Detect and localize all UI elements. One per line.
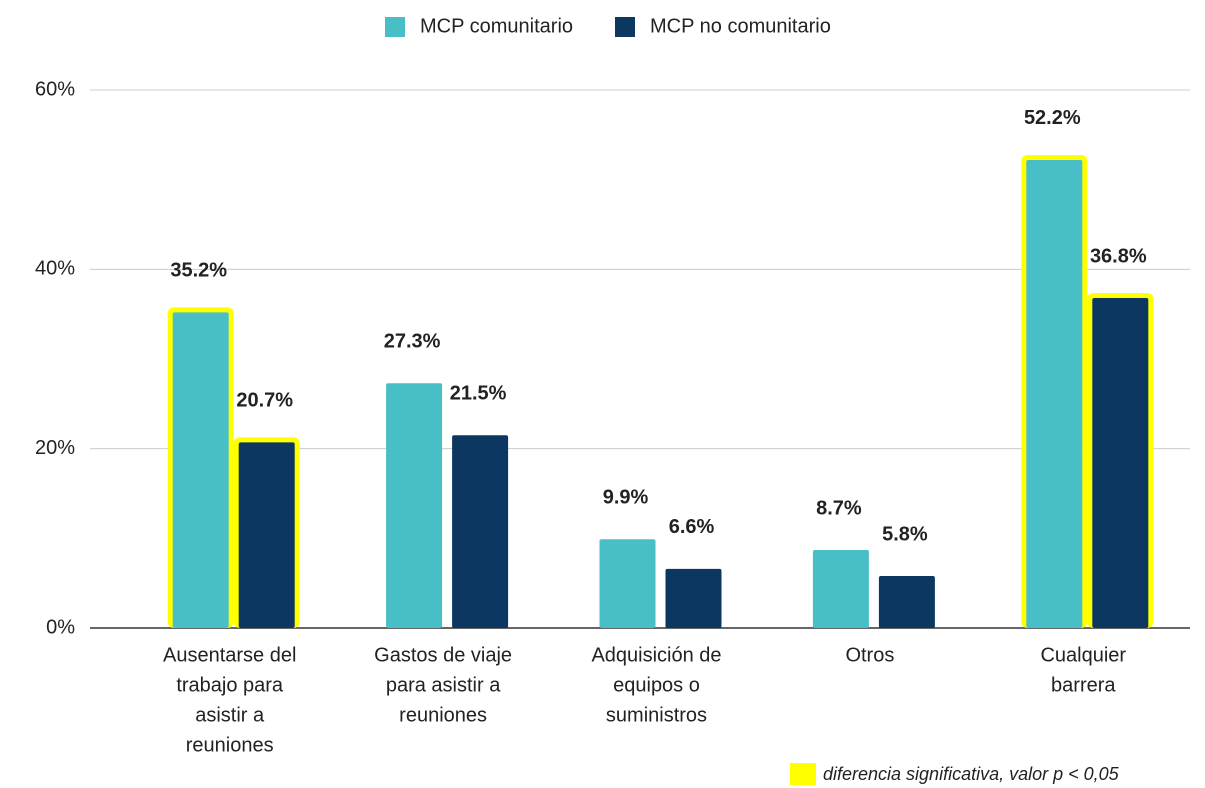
x-tick-label: Cualquier <box>1040 644 1126 666</box>
x-tick-label: Gastos de viaje <box>374 644 512 666</box>
bar <box>665 568 722 628</box>
value-label: 6.6% <box>669 516 715 538</box>
legend-swatch <box>385 17 405 37</box>
bar <box>452 435 509 628</box>
x-tick-label: reuniones <box>399 704 487 726</box>
annotation-swatch <box>790 763 816 785</box>
legend-label: MCP no comunitario <box>650 15 831 37</box>
x-tick-label: asistir a <box>195 704 265 726</box>
value-label: 27.3% <box>384 330 441 352</box>
x-tick-label: Ausentarse del <box>163 644 296 666</box>
bar <box>386 383 443 628</box>
value-label: 8.7% <box>816 497 862 519</box>
y-tick-label: 60% <box>35 78 75 100</box>
bar <box>812 549 869 628</box>
value-label: 21.5% <box>450 382 507 404</box>
y-tick-label: 40% <box>35 258 75 280</box>
bar <box>1026 159 1083 628</box>
bar <box>1092 298 1149 628</box>
x-tick-label: equipos o <box>613 674 700 696</box>
bar <box>238 442 295 628</box>
x-tick-label: para asistir a <box>386 674 501 696</box>
legend-swatch <box>615 17 635 37</box>
value-label: 35.2% <box>170 260 227 282</box>
x-tick-label: Otros <box>845 644 894 666</box>
value-label: 5.8% <box>882 523 928 545</box>
value-label: 36.8% <box>1090 245 1147 267</box>
value-label: 52.2% <box>1024 107 1081 129</box>
value-label: 20.7% <box>236 390 293 412</box>
x-tick-label: reuniones <box>186 734 274 756</box>
x-tick-label: suministros <box>606 704 707 726</box>
y-tick-label: 20% <box>35 437 75 459</box>
value-label: 9.9% <box>603 487 649 509</box>
x-tick-label: trabajo para <box>176 674 284 696</box>
annotation: diferencia significativa, valor p < 0,05 <box>823 764 1120 784</box>
legend-label: MCP comunitario <box>420 15 573 37</box>
bar <box>878 575 935 628</box>
x-tick-label: Adquisición de <box>591 644 721 666</box>
x-tick-label: barrera <box>1051 674 1116 696</box>
bar <box>172 312 229 628</box>
bar <box>599 539 656 628</box>
y-tick-label: 0% <box>46 616 75 638</box>
